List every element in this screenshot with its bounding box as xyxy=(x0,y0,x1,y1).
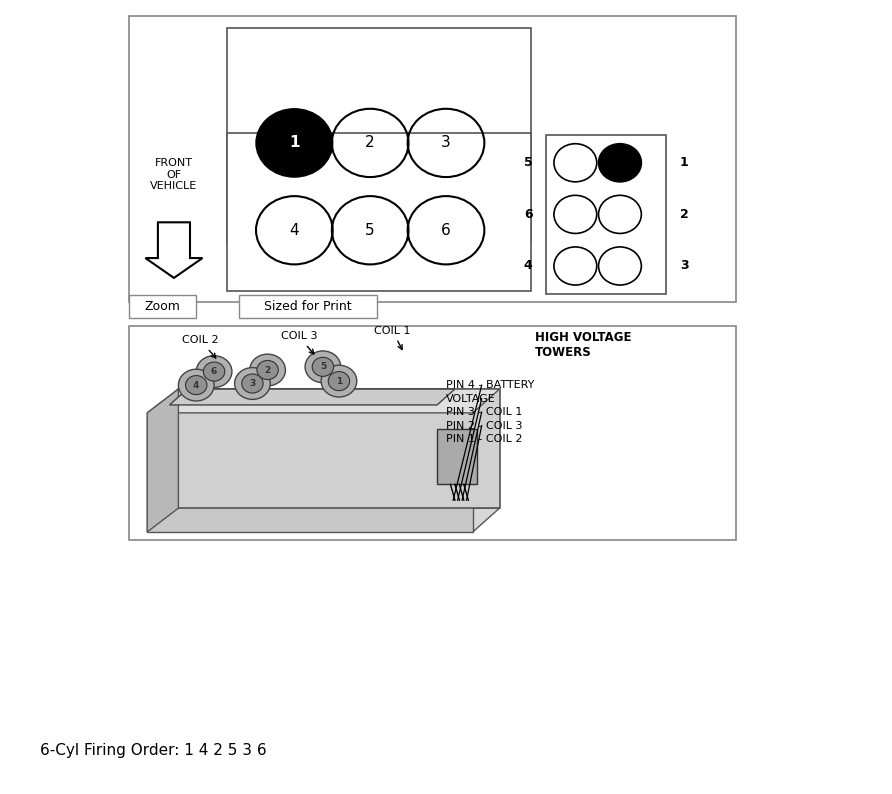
Circle shape xyxy=(256,109,333,177)
Text: PIN 1 - COIL 2: PIN 1 - COIL 2 xyxy=(446,434,523,444)
Circle shape xyxy=(196,356,232,387)
Polygon shape xyxy=(145,222,202,278)
Circle shape xyxy=(599,195,641,233)
Polygon shape xyxy=(169,389,455,405)
Text: 4: 4 xyxy=(193,380,200,390)
Text: 6: 6 xyxy=(524,208,533,221)
Polygon shape xyxy=(178,389,500,508)
Circle shape xyxy=(186,376,207,395)
Bar xyxy=(129,295,196,318)
Text: PIN 3 - COIL 1: PIN 3 - COIL 1 xyxy=(446,407,523,417)
Text: FRONT
OF
VEHICLE: FRONT OF VEHICLE xyxy=(151,158,197,191)
Text: HIGH VOLTAGE
TOWERS: HIGH VOLTAGE TOWERS xyxy=(535,331,632,360)
Circle shape xyxy=(178,369,214,401)
Circle shape xyxy=(599,144,641,182)
Text: 6: 6 xyxy=(211,367,218,376)
Text: 1: 1 xyxy=(680,156,689,169)
Polygon shape xyxy=(147,389,178,532)
Circle shape xyxy=(242,374,263,393)
Text: 2: 2 xyxy=(366,136,375,150)
Text: COIL 2: COIL 2 xyxy=(182,335,219,358)
Polygon shape xyxy=(147,413,473,532)
Circle shape xyxy=(305,351,341,383)
Bar xyxy=(546,135,666,294)
Circle shape xyxy=(257,360,278,380)
Circle shape xyxy=(312,357,334,376)
Circle shape xyxy=(328,372,350,391)
Text: Zoom: Zoom xyxy=(145,300,181,313)
Bar xyxy=(129,16,736,302)
Text: Sized for Print: Sized for Print xyxy=(264,300,352,313)
Text: COIL 3: COIL 3 xyxy=(281,331,317,354)
Text: 4: 4 xyxy=(290,223,299,237)
Circle shape xyxy=(321,365,357,397)
Text: VOLTAGE: VOLTAGE xyxy=(446,394,496,403)
Circle shape xyxy=(250,354,285,386)
Circle shape xyxy=(554,144,597,182)
Text: PIN 4 - BATTERY: PIN 4 - BATTERY xyxy=(446,380,534,390)
Bar xyxy=(227,133,531,291)
Text: 2: 2 xyxy=(680,208,689,221)
Polygon shape xyxy=(147,508,500,532)
Text: 1: 1 xyxy=(289,136,300,150)
Text: 4: 4 xyxy=(524,260,533,272)
Text: 2: 2 xyxy=(264,365,271,375)
Circle shape xyxy=(203,362,225,381)
Text: 6: 6 xyxy=(442,223,450,237)
Bar xyxy=(129,326,736,540)
Polygon shape xyxy=(437,429,477,484)
Text: 5: 5 xyxy=(319,362,326,372)
Text: 6-Cyl Firing Order: 1 4 2 5 3 6: 6-Cyl Firing Order: 1 4 2 5 3 6 xyxy=(40,743,267,757)
Text: 5: 5 xyxy=(366,223,375,237)
Polygon shape xyxy=(147,389,500,413)
Text: 5: 5 xyxy=(524,156,533,169)
Text: 1: 1 xyxy=(335,376,343,386)
Circle shape xyxy=(554,195,597,233)
Text: PIN 2 - COIL 3: PIN 2 - COIL 3 xyxy=(446,421,523,430)
Text: 3: 3 xyxy=(249,379,256,388)
Circle shape xyxy=(235,368,270,399)
Text: COIL 1: COIL 1 xyxy=(375,326,410,349)
Circle shape xyxy=(599,247,641,285)
Text: 3: 3 xyxy=(680,260,689,272)
Text: 3: 3 xyxy=(442,136,450,150)
Bar xyxy=(227,28,531,242)
Circle shape xyxy=(554,247,597,285)
Bar xyxy=(239,295,377,318)
